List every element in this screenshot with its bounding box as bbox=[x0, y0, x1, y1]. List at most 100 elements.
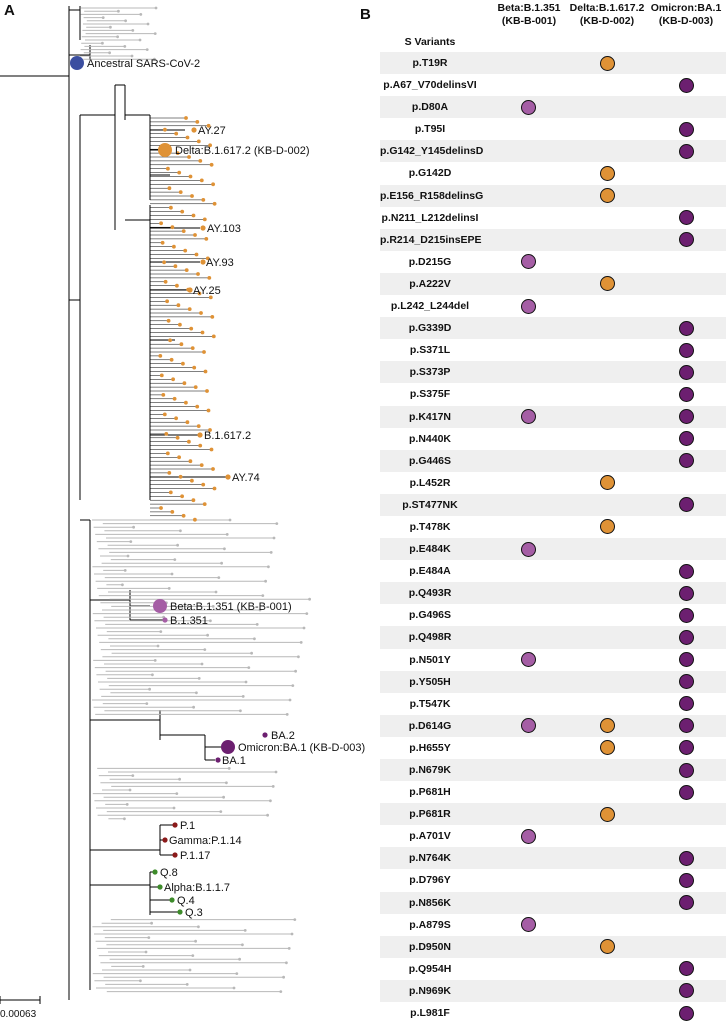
presence-dot-omi bbox=[679, 762, 694, 778]
presence-dot-omi bbox=[679, 718, 694, 734]
presence-dot-omi bbox=[679, 585, 694, 601]
lineage-label-q8: Q.8 bbox=[160, 867, 178, 879]
lineage-label-p1: P.1 bbox=[180, 820, 195, 832]
variant-label: p.D614G bbox=[408, 719, 452, 732]
presence-dot-omi bbox=[679, 453, 694, 469]
presence-dot-omi bbox=[679, 232, 694, 248]
variant-label: p.E156_R158delinsG bbox=[380, 189, 484, 202]
presence-dot-beta bbox=[521, 99, 536, 115]
variant-matrix: p.T19R p.A67_V70delinsVI p.D80A p.T95I p.G14… bbox=[380, 52, 726, 1024]
presence-dot-omi bbox=[679, 696, 694, 712]
presence-dot-omi bbox=[679, 784, 694, 800]
table-row: p.A222V bbox=[380, 272, 726, 296]
table-row: p.T19R bbox=[380, 52, 726, 75]
table-row: p.Q954H bbox=[380, 958, 726, 980]
presence-dot-delta bbox=[600, 475, 615, 491]
presence-dot-omi bbox=[679, 497, 694, 513]
lineage-label-ba1: BA.1 bbox=[222, 755, 246, 767]
column-header-delta: Delta:B.1.617.2 (KB-D-002) bbox=[569, 2, 645, 27]
variant-label: p.D950N bbox=[408, 940, 451, 953]
variant-label: p.L242_L244del bbox=[390, 300, 470, 313]
table-row: p.G496S bbox=[380, 604, 726, 626]
column-header-beta: Beta:B.1.351 (KB-B-001) bbox=[497, 2, 561, 27]
lineage-label-q3: Q.3 bbox=[185, 907, 203, 919]
presence-dot-omi bbox=[679, 674, 694, 690]
variant-label: p.N764K bbox=[408, 852, 451, 865]
beta-reference-label: Beta:B.1.351 (KB-B-001) bbox=[170, 601, 292, 613]
presence-dot-delta bbox=[600, 55, 615, 71]
variant-label: p.ST477NK bbox=[402, 498, 458, 511]
table-row: p.H655Y bbox=[380, 737, 726, 759]
variant-label: p.L452R bbox=[409, 476, 451, 489]
variant-label: p.G496S bbox=[408, 609, 452, 622]
table-row: p.D80A bbox=[380, 96, 726, 119]
variant-label: p.S375F bbox=[409, 388, 451, 401]
variant-label: p.P681H bbox=[409, 786, 451, 799]
variant-label: p.G142D bbox=[408, 167, 452, 180]
variant-label: p.D80A bbox=[411, 101, 449, 114]
variant-label: p.A222V bbox=[409, 277, 451, 290]
table-row: p.E156_R158delinsG bbox=[380, 184, 726, 207]
table-row: p.Y505H bbox=[380, 670, 726, 693]
table-row: p.N969K bbox=[380, 979, 726, 1003]
variant-label: p.A67_V70delinsVI bbox=[383, 79, 477, 92]
variant-label: p.T95I bbox=[414, 123, 446, 136]
presence-dot-beta bbox=[521, 541, 536, 557]
presence-dot-omi bbox=[679, 409, 694, 424]
variant-label: p.H655Y bbox=[409, 741, 451, 754]
presence-dot-omi bbox=[679, 1005, 694, 1021]
lineage-label-ay27: AY.27 bbox=[198, 125, 226, 137]
variant-label: p.G446S bbox=[408, 454, 452, 467]
presence-dot-omi bbox=[679, 143, 694, 159]
presence-dot-omi bbox=[679, 850, 694, 866]
table-row: p.S371L bbox=[380, 339, 726, 361]
variant-label: p.D215G bbox=[408, 255, 452, 268]
presence-dot-omi bbox=[679, 740, 694, 756]
presence-dot-delta bbox=[600, 939, 615, 955]
lineage-label-gamma: Gamma:P.1.14 bbox=[169, 835, 242, 847]
variant-label: p.Q954H bbox=[408, 962, 452, 975]
variant-label: p.G339D bbox=[408, 322, 452, 335]
table-row: p.A701V bbox=[380, 825, 726, 847]
variant-label: p.E484A bbox=[409, 565, 451, 578]
table-row: p.P681R bbox=[380, 803, 726, 826]
variant-label: p.P681R bbox=[409, 808, 451, 821]
table-row: p.D614G bbox=[380, 714, 726, 737]
lineage-label-ay74: AY.74 bbox=[232, 472, 260, 484]
table-row: p.T478K bbox=[380, 516, 726, 538]
ancestral-node-marker bbox=[70, 56, 84, 70]
table-row: p.E484K bbox=[380, 538, 726, 561]
lineage-label-p117: P.1.17 bbox=[180, 850, 210, 862]
lineage-label-b1351: B.1.351 bbox=[170, 615, 208, 627]
table-row: p.N440K bbox=[380, 428, 726, 450]
presence-dot-delta bbox=[600, 519, 615, 535]
presence-dot-delta bbox=[600, 165, 615, 181]
lineage-label-ay93: AY.93 bbox=[206, 257, 234, 269]
presence-dot-omi bbox=[679, 342, 694, 358]
presence-dot-beta bbox=[521, 409, 536, 424]
presence-dot-omi bbox=[679, 77, 694, 93]
table-row: p.R214_D215insEPE bbox=[380, 228, 726, 251]
table-row: p.T547K bbox=[380, 693, 726, 715]
phylogenetic-tree: 0.00063 Ancestral SARS-CoV-2 Delta:B.1.6… bbox=[0, 6, 365, 1020]
presence-dot-omi bbox=[679, 961, 694, 977]
table-row: p.N211_L212delinsI bbox=[380, 207, 726, 229]
presence-dot-omi bbox=[679, 895, 694, 911]
variant-label: p.E484K bbox=[409, 543, 451, 556]
lineage-label-ay25: AY.25 bbox=[193, 285, 221, 297]
table-row: p.G339D bbox=[380, 317, 726, 340]
table-row: p.T95I bbox=[380, 118, 726, 140]
variant-label: p.A879S bbox=[409, 918, 451, 931]
lineage-label-ay103: AY.103 bbox=[207, 223, 241, 235]
variant-label: p.N969K bbox=[408, 984, 451, 997]
presence-dot-omi bbox=[679, 364, 694, 380]
panel-b-label: B bbox=[360, 6, 371, 23]
presence-dot-omi bbox=[679, 386, 694, 402]
variant-label: p.N856K bbox=[408, 896, 451, 909]
presence-dot-omi bbox=[679, 121, 694, 137]
table-row: p.N501Y bbox=[380, 649, 726, 671]
panel-a-label: A bbox=[4, 2, 15, 19]
lineage-label-alpha: Alpha:B.1.1.7 bbox=[164, 882, 230, 894]
table-row: p.L452R bbox=[380, 472, 726, 494]
variant-label: p.T547K bbox=[409, 697, 451, 710]
